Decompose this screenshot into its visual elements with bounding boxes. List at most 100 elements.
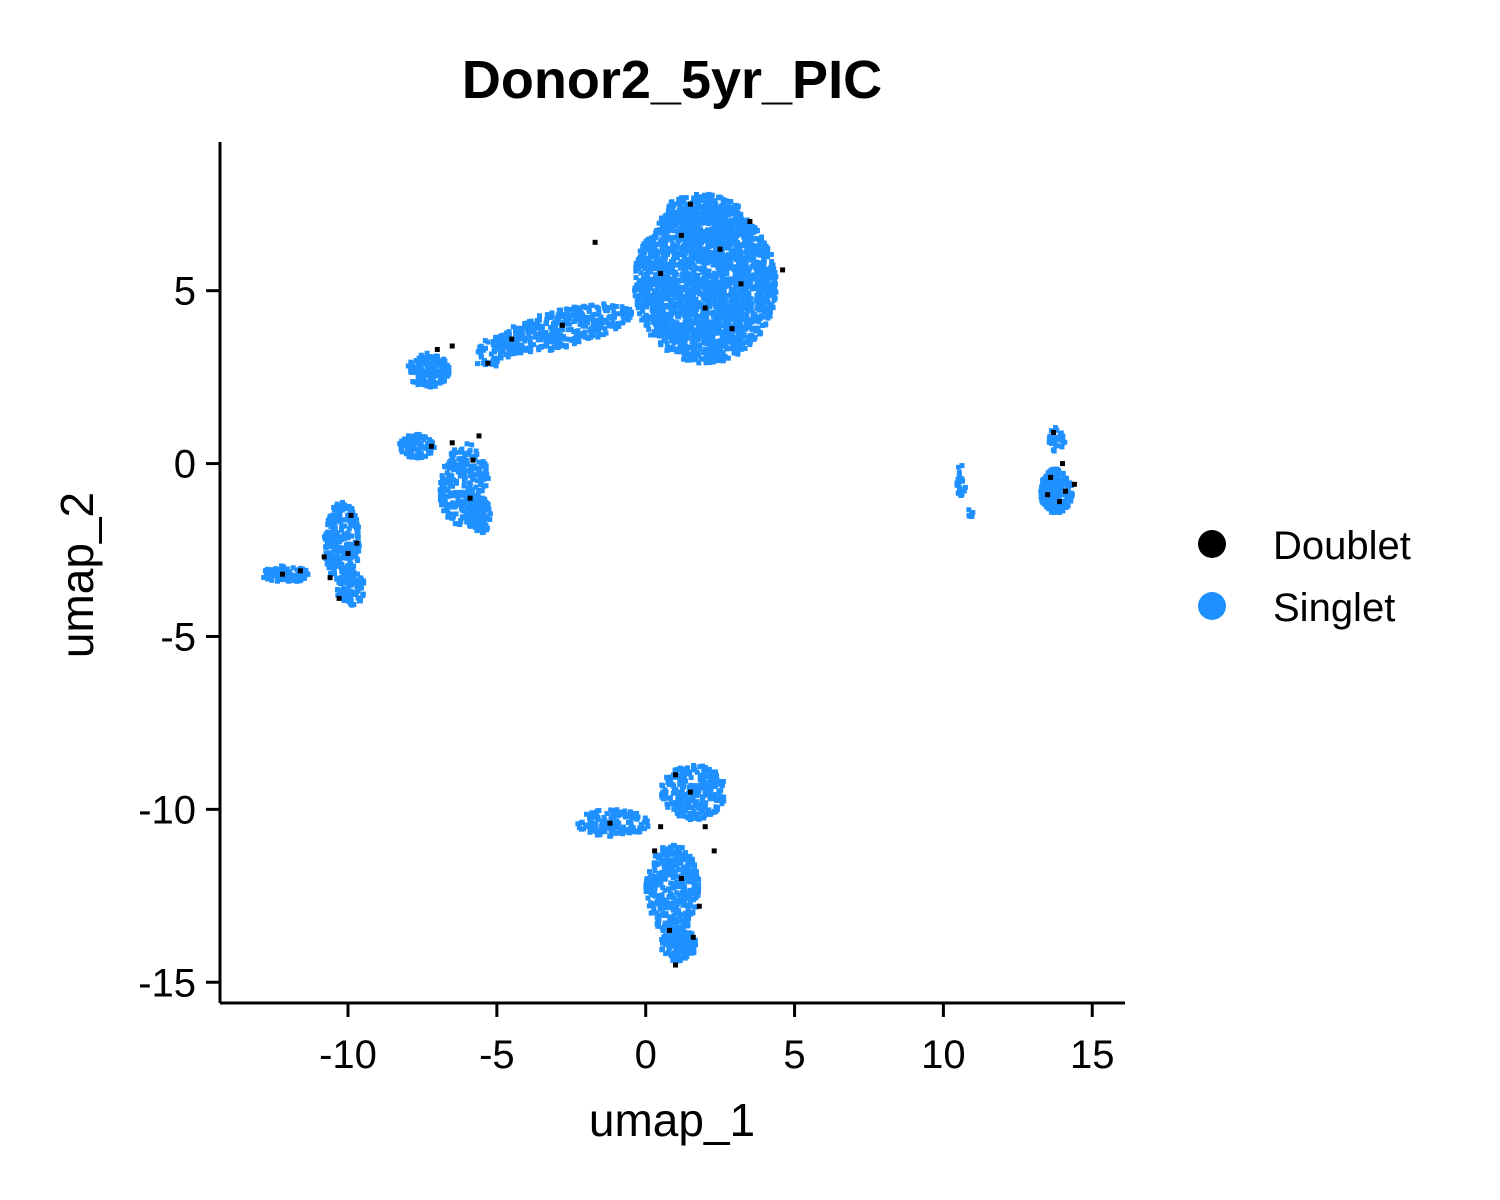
singlet-point: [582, 334, 588, 339]
singlet-point: [735, 211, 741, 217]
singlet-point: [662, 231, 668, 237]
singlet-point: [668, 338, 674, 344]
singlet-point: [772, 288, 778, 294]
chart-title: Donor2_5yr_PIC: [462, 50, 882, 110]
singlet-point: [339, 568, 345, 574]
singlet-point: [680, 293, 686, 299]
singlet-point: [677, 252, 683, 258]
singlet-point: [673, 281, 679, 287]
singlet-point: [743, 305, 749, 311]
singlet-point: [657, 855, 663, 861]
singlet-point: [701, 333, 707, 339]
singlet-point: [450, 456, 456, 462]
singlet-point: [753, 328, 759, 334]
singlet-point: [663, 276, 669, 282]
singlet-point: [674, 303, 680, 309]
singlet-point: [691, 347, 697, 353]
singlet-point: [620, 825, 626, 831]
singlet-point: [350, 509, 356, 515]
singlet-point: [681, 887, 687, 893]
singlet-point: [763, 272, 768, 278]
singlet-point: [670, 302, 676, 308]
singlet-point: [723, 236, 728, 242]
singlet-point: [704, 277, 709, 283]
singlet-point: [323, 550, 329, 556]
singlet-point: [694, 306, 700, 312]
singlet-point: [465, 486, 471, 492]
singlet-point: [734, 290, 740, 296]
singlet-point: [674, 879, 680, 885]
singlet-point: [724, 219, 730, 225]
singlet-point: [735, 351, 741, 357]
singlet-point: [720, 308, 726, 313]
singlet-point: [353, 552, 359, 558]
singlet-point: [468, 463, 473, 469]
singlet-point: [708, 238, 714, 244]
singlet-point: [696, 197, 702, 203]
singlet-point: [666, 204, 672, 210]
singlet-point: [667, 319, 673, 325]
singlet-point: [353, 524, 359, 530]
singlet-point: [748, 249, 754, 255]
singlet-point: [706, 786, 712, 792]
singlet-point: [692, 255, 698, 261]
singlet-point: [739, 317, 745, 323]
singlet-point: [553, 329, 558, 335]
singlet-point: [571, 341, 577, 347]
singlet-point: [465, 461, 471, 467]
singlet-point: [456, 456, 462, 462]
singlet-point: [731, 240, 737, 246]
singlet-point: [683, 212, 689, 218]
singlet-point: [706, 191, 712, 197]
singlet-point: [684, 796, 690, 802]
singlet-point: [702, 786, 708, 792]
singlet-point: [738, 216, 744, 222]
singlet-point: [696, 885, 702, 890]
singlet-point: [1059, 485, 1065, 491]
singlet-point: [442, 463, 447, 469]
singlet-point: [349, 567, 355, 572]
singlet-point: [348, 561, 354, 567]
singlet-point: [496, 340, 502, 346]
singlet-point: [684, 295, 690, 301]
singlet-point: [712, 339, 718, 345]
singlet-point: [657, 230, 663, 236]
singlet-point: [697, 194, 702, 200]
singlet-point: [708, 811, 714, 817]
singlet-point: [642, 826, 648, 832]
singlet-point: [355, 595, 361, 601]
singlet-point: [1054, 477, 1060, 483]
singlet-point: [526, 325, 532, 331]
singlet-point: [476, 487, 482, 493]
singlet-point: [701, 815, 707, 821]
singlet-point: [697, 291, 702, 297]
singlet-point: [691, 354, 697, 360]
singlet-point: [474, 451, 480, 457]
singlet-point: [753, 236, 759, 242]
singlet-point: [660, 928, 666, 933]
singlet-point: [663, 261, 669, 267]
singlet-point: [423, 453, 429, 459]
singlet-point: [692, 767, 698, 773]
singlet-point: [468, 493, 474, 498]
singlet-point: [667, 209, 673, 215]
singlet-point: [659, 782, 665, 788]
singlet-point: [1057, 492, 1063, 497]
singlet-point: [719, 330, 725, 336]
singlet-point: [589, 315, 595, 321]
singlet-point: [507, 344, 513, 350]
singlet-point: [681, 899, 687, 905]
singlet-point: [727, 303, 733, 309]
singlet-point: [1041, 489, 1047, 495]
singlet-point: [448, 451, 454, 457]
singlet-point: [446, 480, 452, 486]
singlet-point: [704, 327, 710, 333]
singlet-point: [677, 308, 683, 314]
singlet-point: [350, 546, 356, 551]
singlet-point: [733, 218, 739, 224]
singlet-point: [958, 492, 964, 498]
singlet-point: [1058, 437, 1064, 443]
singlet-point: [571, 329, 577, 334]
singlet-point: [648, 332, 654, 338]
singlet-point: [326, 516, 332, 522]
